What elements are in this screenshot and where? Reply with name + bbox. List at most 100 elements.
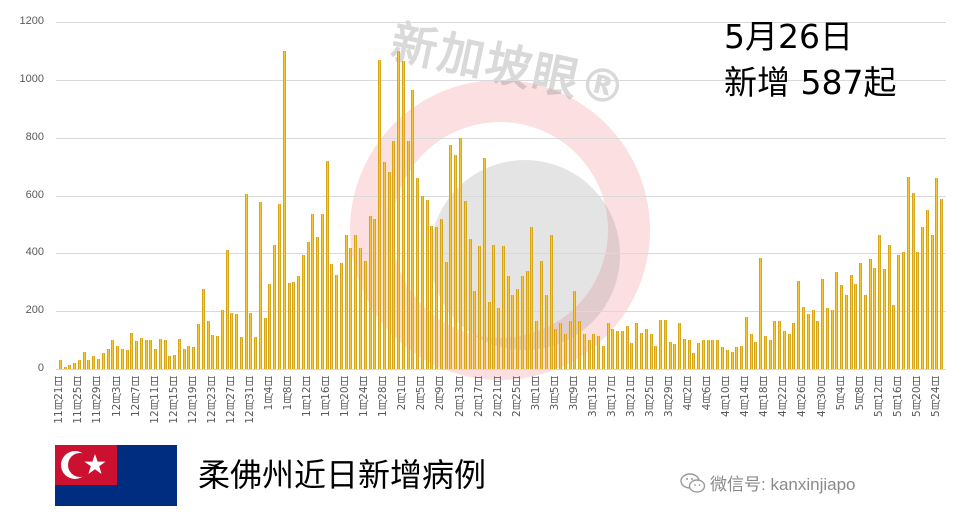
bar <box>816 321 820 369</box>
bar <box>578 321 582 369</box>
y-tick-label: 1000 <box>19 72 44 85</box>
bar <box>316 236 320 369</box>
bar <box>278 204 281 369</box>
bar <box>873 267 877 369</box>
bar <box>163 339 167 369</box>
bar <box>358 247 362 369</box>
bar <box>239 337 243 369</box>
bar <box>582 334 586 369</box>
y-tick-label: 600 <box>25 188 44 201</box>
bar <box>144 340 148 369</box>
bar <box>659 319 663 369</box>
bar <box>197 324 201 369</box>
x-tick-label: 1月8日 <box>282 376 295 411</box>
bar <box>401 61 405 369</box>
x-tick-label: 2月17日 <box>472 376 485 418</box>
bar <box>525 270 529 369</box>
bar <box>854 283 858 369</box>
x-tick-label: 3月17日 <box>605 376 618 418</box>
bar <box>258 201 262 369</box>
bar <box>249 313 253 369</box>
bar <box>687 340 691 369</box>
bar <box>725 350 729 369</box>
bar <box>859 263 863 369</box>
crescent-star-icon <box>61 451 106 479</box>
bar <box>339 263 343 369</box>
bar <box>92 355 96 369</box>
x-tick-label: 5月4日 <box>834 376 847 411</box>
bar <box>478 246 482 369</box>
bar <box>173 355 177 369</box>
bar <box>473 290 477 369</box>
x-tick-label: 1月24日 <box>358 376 371 418</box>
bar <box>911 192 915 369</box>
bar <box>506 276 510 369</box>
x-tick-label: 2月25日 <box>510 376 523 418</box>
x-tick-label: 4月18日 <box>758 376 771 418</box>
bar <box>535 321 539 369</box>
y-tick-label: 800 <box>25 130 44 143</box>
x-tick-label: 5月24日 <box>929 376 942 418</box>
x-tick-label: 1月4日 <box>262 376 275 411</box>
bar <box>125 350 129 369</box>
bar <box>597 335 601 369</box>
annotation-date: 5月26日 <box>724 17 853 56</box>
bar <box>925 209 929 369</box>
bar <box>787 334 791 369</box>
bar <box>254 336 258 369</box>
bar <box>606 322 610 369</box>
x-tick-label: 2月21日 <box>491 376 504 418</box>
bar <box>916 251 920 369</box>
bar <box>211 334 215 369</box>
x-tick-label: 4月2日 <box>682 376 695 411</box>
bar <box>87 359 91 369</box>
bar <box>120 349 124 369</box>
bar <box>644 328 648 369</box>
bar <box>206 321 210 369</box>
bar <box>439 218 443 369</box>
bar <box>906 176 910 369</box>
gridline <box>56 22 946 23</box>
x-tick-label: 3月5日 <box>548 376 561 411</box>
x-tick-label: 3月29日 <box>663 376 676 418</box>
bar <box>730 351 734 369</box>
bar-chart: 新加坡眼® 0 200 400 600 800 1000 1200 11月21日 11月25日 1… <box>19 15 946 424</box>
bar <box>749 334 753 369</box>
bar <box>539 260 543 369</box>
bar <box>330 264 334 369</box>
x-tick-label: 4月10日 <box>720 376 733 418</box>
bar <box>740 345 744 369</box>
bar <box>887 244 891 369</box>
bar <box>263 317 267 369</box>
bar <box>706 340 710 369</box>
bar <box>868 259 872 369</box>
bar <box>530 227 534 369</box>
bar <box>411 89 415 369</box>
bar <box>58 359 62 369</box>
bar <box>516 289 520 369</box>
bar <box>940 199 944 369</box>
y-tick-label: 1200 <box>19 15 44 27</box>
bar <box>378 60 382 369</box>
bar <box>782 331 786 369</box>
bar <box>463 201 467 369</box>
bar <box>811 309 815 369</box>
bar <box>640 332 644 369</box>
bar <box>501 246 505 369</box>
bar <box>149 340 153 369</box>
bar <box>158 338 162 369</box>
bar <box>273 245 277 369</box>
x-tick-label: 1月28日 <box>377 376 390 418</box>
bar <box>654 345 658 369</box>
bar <box>721 347 724 369</box>
bar <box>701 340 705 369</box>
bar <box>449 144 453 369</box>
bar <box>520 276 524 369</box>
x-tick-label: 11月21日 <box>53 376 66 424</box>
bar <box>835 272 839 369</box>
annotation-count: 新增 587起 <box>724 63 897 102</box>
bar <box>935 178 939 369</box>
x-tick-label: 12月7日 <box>129 376 142 418</box>
x-tick-label: 12月15日 <box>167 376 180 424</box>
bar <box>235 314 239 369</box>
